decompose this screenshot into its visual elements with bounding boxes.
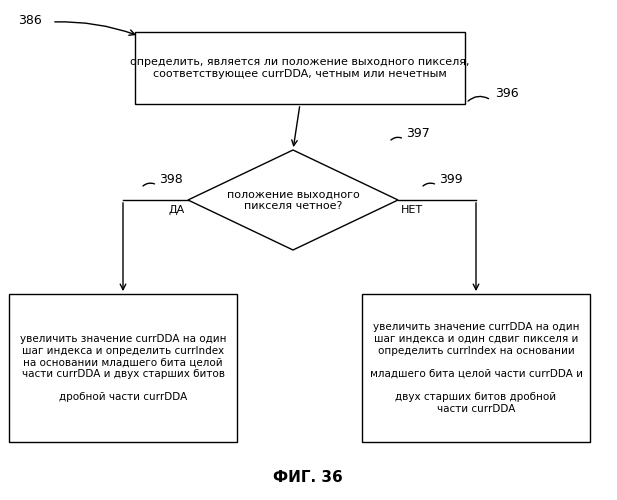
- Text: 396: 396: [495, 87, 519, 100]
- Polygon shape: [188, 150, 398, 250]
- Bar: [362, 294, 590, 442]
- Text: положение выходного
пикселя четное?: положение выходного пикселя четное?: [226, 189, 359, 211]
- Bar: [135, 32, 465, 104]
- Text: увеличить значение currDDA на один
шаг индекса и один сдвиг пикселя и
определить: увеличить значение currDDA на один шаг и…: [370, 322, 582, 414]
- Text: определить, является ли положение выходного пикселя,
соответствующее currDDA, че: определить, является ли положение выходн…: [130, 57, 470, 79]
- Text: 386: 386: [18, 14, 42, 27]
- Text: 399: 399: [439, 173, 463, 186]
- Text: ДА: ДА: [169, 205, 185, 215]
- Text: НЕТ: НЕТ: [401, 205, 423, 215]
- Text: увеличить значение currDDA на один
шаг индекса и определить currIndex
на основан: увеличить значение currDDA на один шаг и…: [20, 334, 226, 402]
- Text: 398: 398: [159, 173, 183, 186]
- Text: 397: 397: [406, 127, 430, 140]
- Bar: [9, 294, 237, 442]
- Text: ФИГ. 36: ФИГ. 36: [273, 470, 343, 486]
